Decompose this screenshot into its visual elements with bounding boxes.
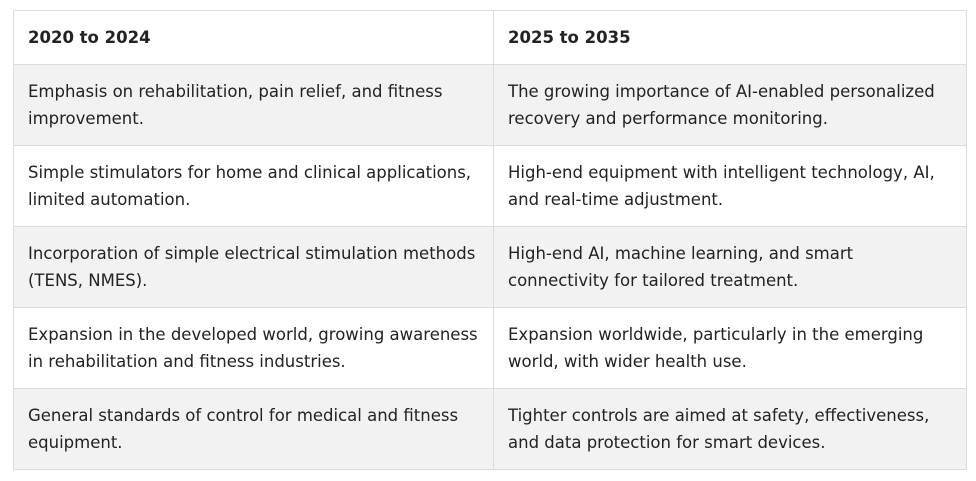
table-cell: Tighter controls are aimed at safety, ef… xyxy=(493,388,967,470)
table-cell: High-end equipment with intelligent tech… xyxy=(493,145,967,227)
table-cell: Simple stimulators for home and clinical… xyxy=(13,145,494,227)
table-cell: Expansion worldwide, particularly in the… xyxy=(493,307,967,389)
table-cell: Incorporation of simple electrical stimu… xyxy=(13,226,494,308)
table-cell: Expansion in the developed world, growin… xyxy=(13,307,494,389)
table-cell: Emphasis on rehabilitation, pain relief,… xyxy=(13,64,494,146)
table-row: General standards of control for medical… xyxy=(13,388,967,470)
table-cell: The growing importance of AI-enabled per… xyxy=(493,64,967,146)
comparison-table-container: 2020 to 2024 2025 to 2035 Emphasis on re… xyxy=(13,10,967,470)
table-row: Incorporation of simple electrical stimu… xyxy=(13,226,967,308)
table-row: Emphasis on rehabilitation, pain relief,… xyxy=(13,64,967,146)
header-period-2020-2024: 2020 to 2024 xyxy=(13,10,494,65)
header-period-2025-2035: 2025 to 2035 xyxy=(493,10,967,65)
table-header-row: 2020 to 2024 2025 to 2035 xyxy=(13,10,967,65)
table-cell: High-end AI, machine learning, and smart… xyxy=(493,226,967,308)
table-row: Simple stimulators for home and clinical… xyxy=(13,145,967,227)
comparison-table: 2020 to 2024 2025 to 2035 Emphasis on re… xyxy=(13,10,967,470)
table-row: Expansion in the developed world, growin… xyxy=(13,307,967,389)
table-cell: General standards of control for medical… xyxy=(13,388,494,470)
